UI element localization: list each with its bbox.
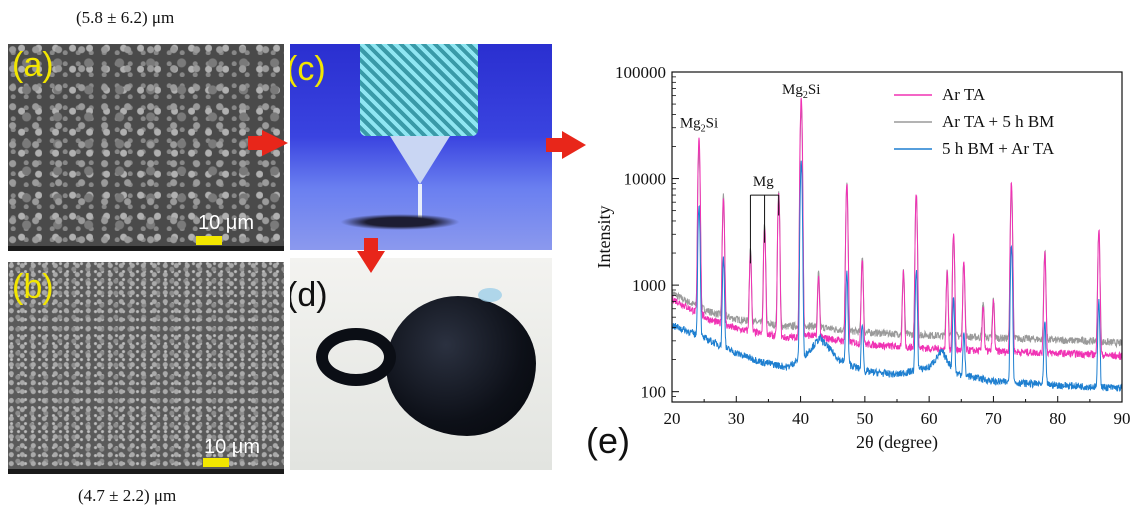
panel-label-b: (b) <box>12 268 54 306</box>
printed-part-photo-d: (d) <box>290 258 552 470</box>
panel-label-d: (d) <box>290 276 328 314</box>
nozzle-cone <box>390 136 450 184</box>
y-tick-label-2: 10000 <box>624 170 667 189</box>
x-tick-label-3: 50 <box>856 409 873 428</box>
legend-label-1: Ar TA + 5 h BM <box>942 112 1054 131</box>
x-tick-label-4: 60 <box>921 409 938 428</box>
x-tick-label-1: 30 <box>728 409 745 428</box>
xrd-chart: 20 30 40 50 60 70 80 90 100 1000 10000 100000 Mg2Si… <box>594 63 1131 453</box>
panel-label-e: (e) <box>586 420 630 461</box>
sem-info-strip-a <box>8 246 284 251</box>
y-tick-label-0: 100 <box>641 383 667 402</box>
printed-part-handle <box>316 328 396 386</box>
series-line-0 <box>671 97 1123 360</box>
peak-annotation-1: Mg2Si <box>782 82 820 101</box>
scale-bar-a <box>196 236 222 245</box>
printed-part-body <box>386 296 536 436</box>
arrow-a-to-c <box>262 130 288 156</box>
top-size-caption: (5.8 ± 6.2) μm <box>76 8 175 27</box>
series-line-1 <box>671 107 1123 349</box>
arrow-c-to-e <box>562 131 586 159</box>
y-axis-label: Intensity <box>594 206 614 269</box>
annotation-layer: Mg2Si Mg2Si Mg <box>680 82 820 264</box>
legend-layer: Ar TA Ar TA + 5 h BM 5 h BM + Ar TA <box>894 85 1055 158</box>
arrow-c-to-d-tail <box>364 238 378 252</box>
legend-label-0: Ar TA <box>942 85 986 104</box>
panel-label-a: (a) <box>12 46 54 84</box>
nozzle-needle <box>418 184 422 222</box>
printed-part-highlight <box>478 288 502 302</box>
peak-annotation-0: Mg2Si <box>680 116 718 135</box>
scale-label-b: 10 μm <box>204 436 260 458</box>
x-tick-label-6: 80 <box>1049 409 1066 428</box>
panel-label-c: (c) <box>290 50 326 88</box>
x-tick-label-5: 70 <box>985 409 1002 428</box>
sem-image-a: (a) 10 μm <box>8 44 284 251</box>
sem-image-b: (b) 10 μm <box>8 262 284 474</box>
nozzle-knurled-body <box>360 44 478 136</box>
axis-layer: 20 30 40 50 60 70 80 90 100 1000 10000 100000 <box>615 63 1131 428</box>
x-axis-label: 2θ (degree) <box>856 432 938 453</box>
x-tick-label-0: 20 <box>664 409 681 428</box>
x-tick-label-2: 40 <box>792 409 809 428</box>
arrow-a-to-c-tail <box>248 136 264 150</box>
printed-filament <box>340 214 460 230</box>
sem-info-strip-b <box>8 469 284 474</box>
y-tick-label-3: 100000 <box>615 63 666 82</box>
scale-bar-b <box>203 458 229 467</box>
printing-photo-c: (c) <box>290 44 552 250</box>
legend-label-2: 5 h BM + Ar TA <box>942 139 1055 158</box>
series-layer <box>671 97 1123 392</box>
arrow-c-to-e-tail <box>546 138 564 152</box>
arrow-c-to-d <box>357 251 385 273</box>
peak-annotation-2: Mg <box>753 174 774 190</box>
x-tick-label-7: 90 <box>1114 409 1131 428</box>
bottom-size-caption: (4.7 ± 2.2) μm <box>78 486 177 505</box>
series-line-2 <box>671 160 1123 392</box>
scale-label-a: 10 μm <box>198 212 254 234</box>
y-tick-label-1: 1000 <box>632 276 666 295</box>
